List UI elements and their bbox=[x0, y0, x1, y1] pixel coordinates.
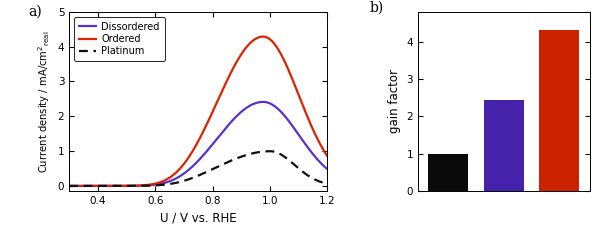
Platinum bbox=[134, 184, 141, 187]
Ordered bbox=[185, 156, 192, 159]
Bar bbox=[429, 154, 468, 191]
Platinum bbox=[185, 178, 192, 181]
Ordered bbox=[66, 185, 73, 187]
Dissordered bbox=[265, 101, 272, 104]
Dissordered bbox=[134, 184, 141, 187]
Bar bbox=[539, 30, 579, 191]
Platinum bbox=[66, 185, 73, 187]
Platinum bbox=[221, 162, 228, 165]
Line: Ordered: Ordered bbox=[69, 37, 333, 186]
Platinum bbox=[242, 154, 249, 157]
Ordered bbox=[259, 35, 267, 38]
Ordered bbox=[329, 163, 337, 165]
Dissordered bbox=[242, 107, 249, 110]
Ordered bbox=[265, 37, 272, 40]
Dissordered bbox=[329, 172, 337, 175]
Dissordered bbox=[185, 169, 192, 171]
Platinum bbox=[329, 183, 337, 186]
Dissordered bbox=[66, 185, 73, 187]
Ordered bbox=[221, 84, 228, 87]
Ordered bbox=[242, 47, 249, 50]
X-axis label: U / V vs. RHE: U / V vs. RHE bbox=[160, 212, 237, 225]
Legend: Dissordered, Ordered, Platinum: Dissordered, Ordered, Platinum bbox=[74, 17, 164, 61]
Bar bbox=[484, 100, 524, 191]
Text: a): a) bbox=[28, 5, 42, 19]
Ordered bbox=[113, 185, 120, 187]
Y-axis label: gain factor: gain factor bbox=[388, 69, 401, 134]
Dissordered bbox=[113, 185, 120, 187]
Ordered bbox=[134, 184, 141, 187]
Platinum bbox=[264, 150, 272, 153]
Platinum bbox=[267, 150, 274, 153]
Line: Platinum: Platinum bbox=[69, 151, 333, 186]
Line: Dissordered: Dissordered bbox=[69, 102, 333, 186]
Dissordered bbox=[259, 101, 267, 103]
Y-axis label: Current density / mA/cm$^2$$_{\sf real}$: Current density / mA/cm$^2$$_{\sf real}$ bbox=[36, 30, 52, 173]
Platinum bbox=[113, 185, 120, 187]
Dissordered bbox=[221, 128, 228, 131]
Text: b): b) bbox=[370, 1, 384, 15]
